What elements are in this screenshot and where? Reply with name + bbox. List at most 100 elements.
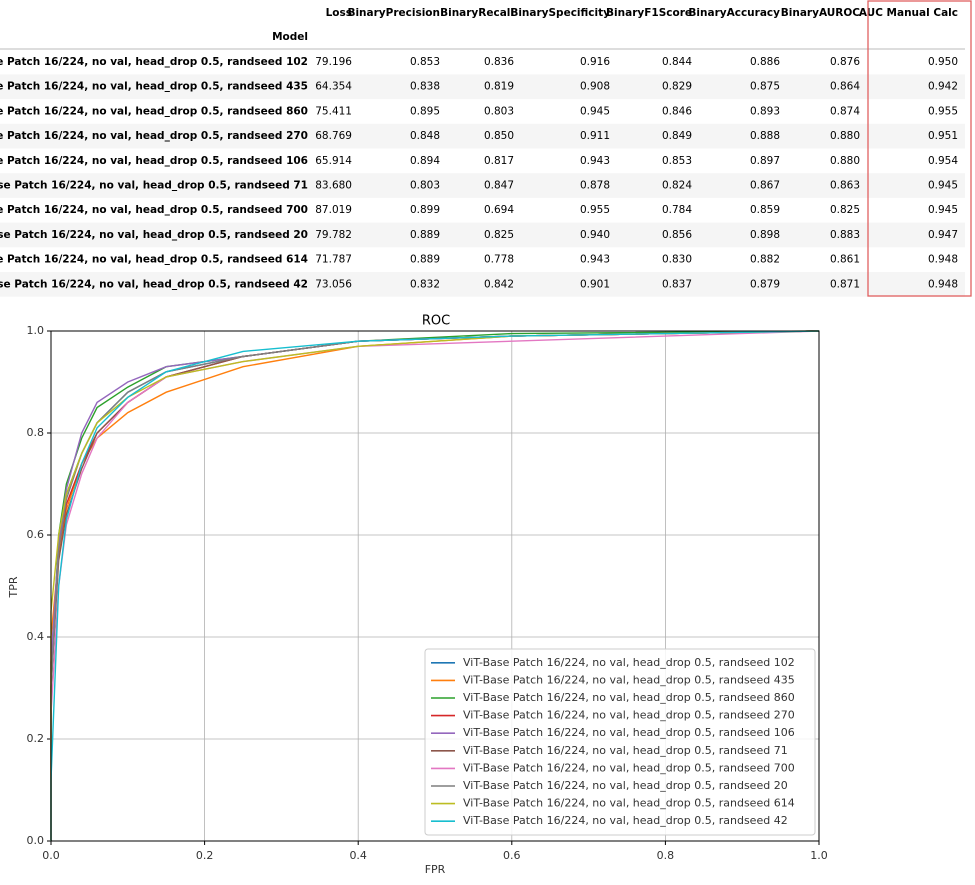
cell: 0.850 bbox=[484, 130, 514, 142]
cell: 0.940 bbox=[580, 229, 610, 241]
highlight-box bbox=[867, 0, 972, 297]
column-header: BinaryF1Score bbox=[606, 7, 692, 19]
cell: 0.837 bbox=[662, 278, 692, 290]
x-tick-label: 0.2 bbox=[196, 849, 214, 862]
legend-box bbox=[424, 648, 816, 836]
cell: 0.889 bbox=[410, 229, 440, 241]
cell: 0.842 bbox=[484, 278, 514, 290]
cell: 0.848 bbox=[410, 130, 440, 142]
cell: 0.943 bbox=[580, 155, 610, 167]
row-label: ViT-Base Patch 16/224, no val, head_drop… bbox=[0, 155, 308, 167]
cell: 0.817 bbox=[484, 155, 514, 167]
y-tick-label: 0.6 bbox=[27, 528, 45, 541]
row-label: ViT-Base Patch 16/224, no val, head_drop… bbox=[0, 81, 308, 93]
cell: 0.694 bbox=[484, 204, 514, 216]
cell: 0.874 bbox=[830, 105, 860, 117]
cell: 0.950 bbox=[928, 56, 958, 68]
y-tick-label: 0.2 bbox=[27, 732, 45, 745]
cell: 0.882 bbox=[750, 254, 780, 266]
row-label: ViT-Base Patch 16/224, no val, head_drop… bbox=[0, 130, 308, 142]
cell: 0.863 bbox=[830, 180, 860, 192]
cell: 0.942 bbox=[928, 81, 958, 93]
cell: 0.819 bbox=[484, 81, 514, 93]
cell: 0.878 bbox=[580, 180, 610, 192]
cell: 0.879 bbox=[750, 278, 780, 290]
cell: 0.876 bbox=[830, 56, 860, 68]
chart-title: ROC bbox=[422, 314, 450, 329]
cell: 0.901 bbox=[580, 278, 610, 290]
cell: 71.787 bbox=[315, 254, 352, 266]
cell: 0.945 bbox=[928, 204, 958, 216]
cell: 0.825 bbox=[484, 229, 514, 241]
x-axis-label: FPR bbox=[425, 863, 446, 876]
legend-label: ViT-Base Patch 16/224, no val, head_drop… bbox=[463, 761, 795, 774]
cell: 0.951 bbox=[928, 130, 958, 142]
y-tick-label: 0.0 bbox=[27, 834, 45, 847]
cell: 0.867 bbox=[750, 180, 780, 192]
cell: 0.832 bbox=[410, 278, 440, 290]
row-background bbox=[0, 74, 965, 100]
cell: 64.354 bbox=[315, 81, 352, 93]
row-label: ViT-Base Patch 16/224, no val, head_drop… bbox=[0, 278, 308, 290]
plot-frame bbox=[50, 330, 820, 842]
cell: 0.899 bbox=[410, 204, 440, 216]
row-background bbox=[0, 123, 965, 149]
cell: 0.853 bbox=[410, 56, 440, 68]
legend-label: ViT-Base Patch 16/224, no val, head_drop… bbox=[463, 797, 795, 810]
cell: 0.948 bbox=[928, 278, 958, 290]
row-label: ViT-Base Patch 16/224, no val, head_drop… bbox=[0, 56, 308, 68]
y-tick-label: 0.8 bbox=[27, 426, 45, 439]
cell: 0.945 bbox=[928, 180, 958, 192]
legend-label: ViT-Base Patch 16/224, no val, head_drop… bbox=[463, 709, 795, 722]
cell: 0.947 bbox=[928, 229, 958, 241]
cell: 0.875 bbox=[750, 81, 780, 93]
cell: 83.680 bbox=[315, 180, 352, 192]
cell: 0.847 bbox=[484, 180, 514, 192]
cell: 0.916 bbox=[580, 56, 610, 68]
cell: 0.893 bbox=[750, 105, 780, 117]
row-background bbox=[0, 272, 965, 297]
cell: 0.911 bbox=[580, 130, 610, 142]
cell: 0.955 bbox=[928, 105, 958, 117]
legend-label: ViT-Base Patch 16/224, no val, head_drop… bbox=[463, 673, 795, 686]
cell: 75.411 bbox=[315, 105, 352, 117]
cell: 0.894 bbox=[410, 155, 440, 167]
cell: 0.829 bbox=[662, 81, 692, 93]
cell: 0.849 bbox=[662, 130, 692, 142]
cell: 0.908 bbox=[580, 81, 610, 93]
cell: 73.056 bbox=[315, 278, 352, 290]
x-tick-label: 1.0 bbox=[810, 849, 828, 862]
cell: 0.803 bbox=[410, 180, 440, 192]
cell: 0.948 bbox=[928, 254, 958, 266]
roc-curve bbox=[50, 330, 820, 841]
cell: 0.824 bbox=[662, 180, 692, 192]
cell: 0.853 bbox=[662, 155, 692, 167]
cell: 0.864 bbox=[830, 81, 860, 93]
row-background bbox=[0, 222, 965, 248]
y-tick-label: 1.0 bbox=[27, 324, 45, 337]
cell: 0.861 bbox=[830, 254, 860, 266]
cell: 0.895 bbox=[410, 105, 440, 117]
cell: 0.784 bbox=[662, 204, 692, 216]
column-header: BinaryPrecision bbox=[347, 7, 440, 19]
legend-label: ViT-Base Patch 16/224, no val, head_drop… bbox=[463, 814, 788, 827]
cell: 0.778 bbox=[484, 254, 514, 266]
cell: 0.898 bbox=[750, 229, 780, 241]
cell: 0.886 bbox=[750, 56, 780, 68]
cell: 0.954 bbox=[928, 155, 958, 167]
cell: 0.844 bbox=[662, 56, 692, 68]
cell: 0.880 bbox=[830, 130, 860, 142]
column-header: AUC Manual Calc bbox=[859, 7, 958, 19]
cell: 65.914 bbox=[315, 155, 352, 167]
cell: 0.803 bbox=[484, 105, 514, 117]
cell: 0.955 bbox=[580, 204, 610, 216]
y-axis-label: TPR bbox=[7, 576, 20, 598]
legend-label: ViT-Base Patch 16/224, no val, head_drop… bbox=[463, 656, 795, 669]
cell: 0.859 bbox=[750, 204, 780, 216]
roc-curve bbox=[50, 330, 820, 841]
cell: 0.836 bbox=[484, 56, 514, 68]
x-tick-label: 0.4 bbox=[349, 849, 367, 862]
column-header: BinaryAUROC bbox=[781, 7, 861, 19]
index-name: Model bbox=[272, 31, 308, 43]
